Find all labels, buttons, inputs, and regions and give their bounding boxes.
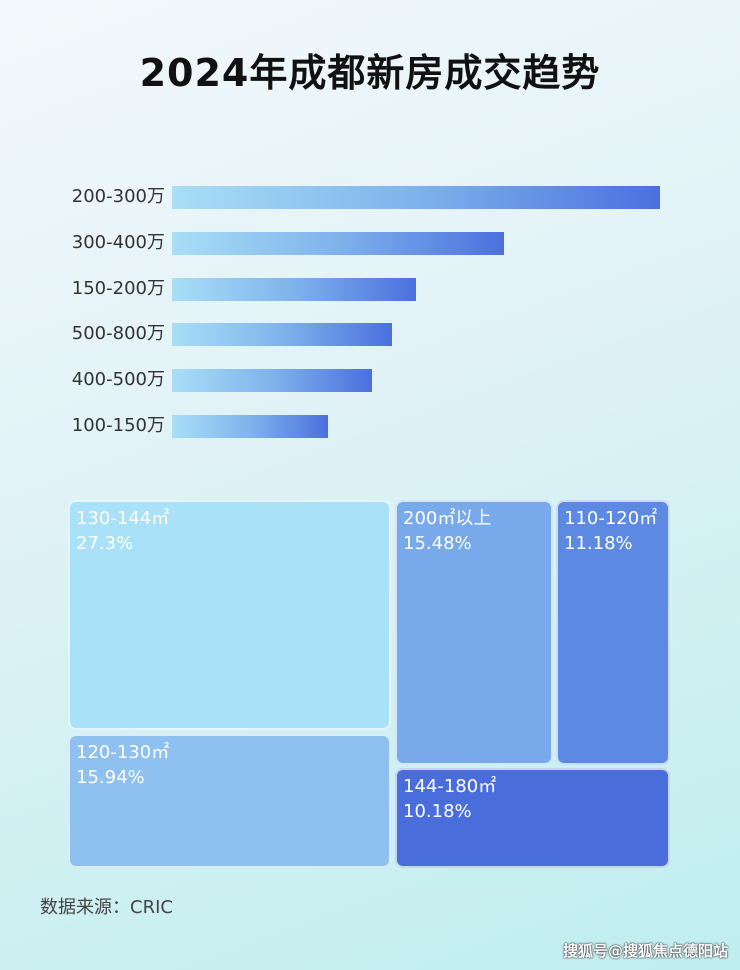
bar [172,369,373,393]
watermark: 搜狐号@搜狐焦点德阳站 [562,942,728,960]
chart-title: 2024年成都新房成交趋势 [139,51,601,95]
bar [172,323,392,347]
tile-label: 120-130㎡ [76,742,170,763]
treemap-tile: 200㎡以上 15.48% [395,500,553,765]
category-label: 400-500万 [71,369,165,391]
treemap-tile: 130-144㎡ 27.3% [68,500,391,730]
tile-label: 144-180㎡ [403,776,497,797]
tile-value: 10.18% [403,801,472,822]
tile-value: 27.3% [76,533,134,554]
category-label: 200-300万 [71,186,165,207]
tile-value: 11.18% [564,533,633,554]
tile-value: 15.48% [403,533,472,554]
data-source: 数据来源：CRIC [40,897,173,918]
category-label: 500-800万 [71,323,165,345]
bar [172,415,329,438]
bar [172,186,660,209]
bar [172,277,416,301]
tile-label: 110-120㎡ [564,508,658,529]
tile-value: 15.94% [76,767,145,788]
treemap-tile: 120-130㎡ 15.94% [68,734,391,868]
bar-chart: 200-300万 300-400万 150-200万 500-800万 400-500万… [0,0,740,470]
tile-label: 200㎡以上 [403,508,492,529]
treemap-tile: 144-180㎡ 10.18% [395,768,670,868]
category-label: 100-150万 [71,415,165,436]
treemap-tile: 110-120㎡ 11.18% [556,500,670,765]
category-label: 300-400万 [71,231,165,253]
tile-label: 130-144㎡ [76,508,170,529]
category-label: 150-200万 [71,277,165,299]
bar [172,231,504,255]
